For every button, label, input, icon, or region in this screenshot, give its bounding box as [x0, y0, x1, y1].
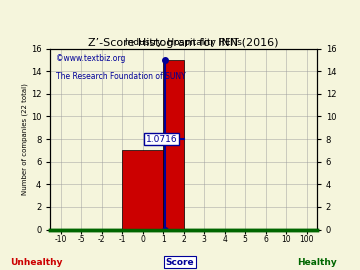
Text: Score: Score	[166, 258, 194, 266]
Text: 1.0716: 1.0716	[146, 134, 177, 144]
Text: Healthy: Healthy	[297, 258, 337, 266]
Bar	[163, 60, 184, 230]
Text: Industry: Hospitality REITs: Industry: Hospitality REITs	[125, 38, 242, 47]
Text: Unhealthy: Unhealthy	[10, 258, 62, 266]
Y-axis label: Number of companies (22 total): Number of companies (22 total)	[22, 83, 28, 195]
Text: The Research Foundation of SUNY: The Research Foundation of SUNY	[56, 72, 185, 81]
Title: Z’-Score Histogram for INN (2016): Z’-Score Histogram for INN (2016)	[88, 38, 279, 48]
Bar	[122, 150, 163, 230]
Text: ©www.textbiz.org: ©www.textbiz.org	[56, 54, 125, 63]
